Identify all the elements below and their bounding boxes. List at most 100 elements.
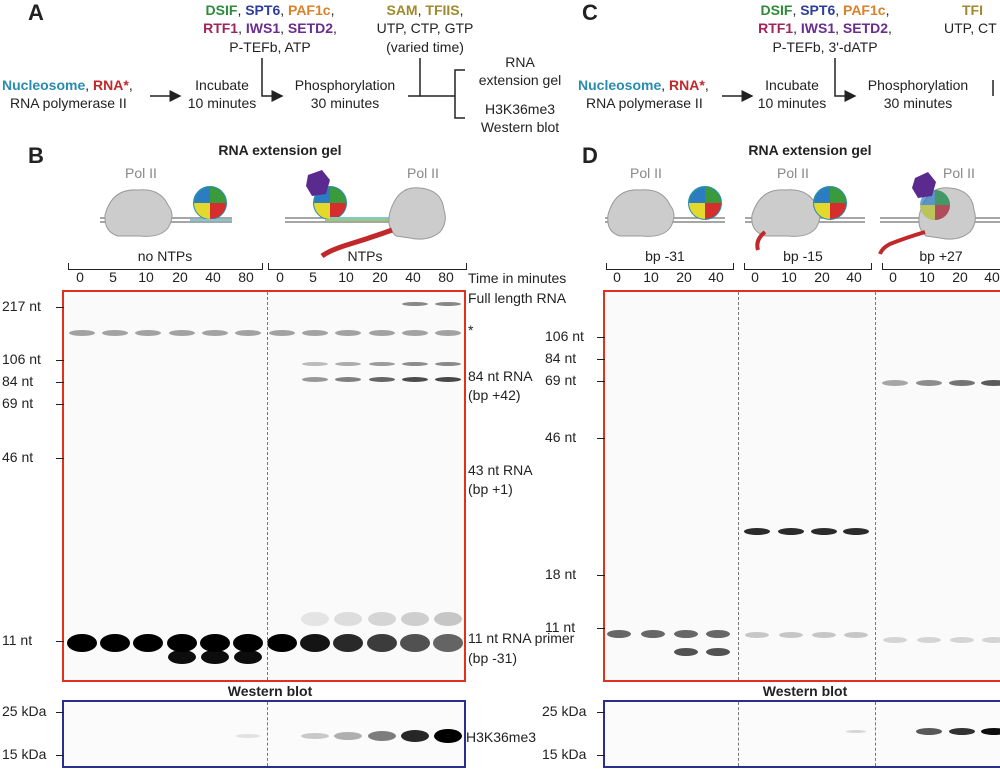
text-run: , <box>85 77 94 93</box>
gel-band <box>335 362 361 366</box>
time-label: 10 <box>643 269 659 285</box>
start-c-line2: RNA polymerase II <box>586 95 703 111</box>
text-run: , <box>333 20 337 36</box>
ntp-partial: UTP, CT <box>944 20 997 36</box>
text-run: SPT6 <box>800 2 836 18</box>
gel-band <box>234 650 262 664</box>
wb-d-tick-25 <box>597 712 605 713</box>
gel-band <box>69 330 95 336</box>
wb-band <box>236 734 260 738</box>
start-c-line1: Nucleosome, RNA*, <box>578 77 709 93</box>
gel-band <box>812 632 836 638</box>
text-run: , <box>330 2 335 18</box>
bracket-b2 <box>268 263 467 270</box>
wb-b-25kda: 25 kDa <box>2 703 47 719</box>
panel-label-a: A <box>28 0 44 25</box>
gel-band <box>333 634 363 652</box>
phos-a-2: 30 minutes <box>310 95 380 111</box>
gel-d-divider-1 <box>738 292 739 680</box>
marker-tick <box>597 438 605 439</box>
output-wb-1: H3K36me3 <box>484 101 556 117</box>
phos-c-1: Phosphorylation <box>867 77 969 93</box>
gel-band <box>674 648 698 656</box>
wb-d-tick-15 <box>597 755 605 756</box>
bracket-d1 <box>606 263 734 270</box>
marker-tick <box>597 628 605 629</box>
gel-title-d: RNA extension gel <box>748 142 872 158</box>
marker-tick <box>56 307 64 308</box>
time-label: 10 <box>338 269 354 285</box>
gel-band <box>302 330 328 336</box>
text-run: DSIF <box>205 2 238 18</box>
wb-title-d: Western blot <box>762 683 848 699</box>
varied-time: (varied time) <box>386 39 464 55</box>
wb-band <box>981 728 1000 735</box>
gel-band <box>133 634 163 652</box>
text-run: , <box>459 2 464 18</box>
gel-band <box>641 630 665 638</box>
flow-arrows-a <box>150 58 465 119</box>
gel-band <box>402 362 428 366</box>
size-marker: 69 nt <box>2 395 34 411</box>
phos-c-2: 30 minutes <box>883 95 953 111</box>
size-marker: 106 nt <box>545 328 584 344</box>
text-run: , <box>793 20 801 36</box>
gel-band <box>433 634 463 652</box>
gel-band <box>843 528 869 535</box>
text-run: SPT6 <box>245 2 281 18</box>
gel-band <box>335 330 361 336</box>
factors-c-line3: P-TEFb, 3'-dATP <box>772 39 878 55</box>
text-run: , <box>661 77 670 93</box>
schematic-b <box>100 170 446 259</box>
wb-b-15kda: 15 kDa <box>2 746 47 762</box>
wb-band <box>401 730 429 742</box>
size-marker: 46 nt <box>545 429 577 445</box>
output-wb-2: Western blot <box>480 119 560 135</box>
text-run: Nucleosome <box>2 77 86 93</box>
factors-c-line2: RTF1, IWS1, SETD2, <box>735 20 915 36</box>
size-marker: 18 nt <box>545 566 577 582</box>
gel-band <box>401 612 429 626</box>
gel-band <box>369 330 395 336</box>
time-label: 0 <box>751 269 759 285</box>
gel-b-divider <box>267 292 268 680</box>
time-label: 0 <box>613 269 621 285</box>
gel-band <box>674 630 698 638</box>
gel-band <box>844 632 868 638</box>
gel-band <box>706 630 730 638</box>
bracket-d2 <box>744 263 872 270</box>
gel-b <box>62 290 466 682</box>
label-43bp: (bp +1) <box>468 481 513 497</box>
time-label: 40 <box>205 269 221 285</box>
label-star: * <box>468 322 474 338</box>
pol-label-d3: Pol II <box>943 165 975 181</box>
wb-band <box>334 732 362 740</box>
size-marker: 46 nt <box>2 449 34 465</box>
wb-d-25kda: 25 kDa <box>542 703 587 719</box>
pol-label-b2: Pol II <box>407 165 439 181</box>
text-run: , <box>835 20 843 36</box>
gel-band <box>233 634 263 652</box>
gel-band <box>102 330 128 336</box>
gel-band <box>982 637 1000 643</box>
text-run: , <box>792 2 801 18</box>
gel-band <box>706 648 730 656</box>
wb-band <box>434 729 462 743</box>
ntp-line: UTP, CTP, GTP <box>376 20 474 36</box>
size-marker: 106 nt <box>2 351 41 367</box>
time-label: 20 <box>952 269 968 285</box>
gel-band <box>435 377 461 382</box>
gel-band <box>402 377 428 382</box>
time-label: 10 <box>919 269 935 285</box>
gel-band <box>435 362 461 366</box>
gel-band <box>269 330 295 336</box>
gel-band <box>200 634 230 652</box>
label-full-length: Full length RNA <box>468 290 567 306</box>
gel-band <box>202 330 228 336</box>
gel-band <box>167 634 197 652</box>
schematic-d <box>605 172 1000 255</box>
wb-band <box>368 731 396 741</box>
wb-b <box>62 700 466 768</box>
output-gel-1: RNA <box>505 54 535 70</box>
gel-band <box>402 330 428 336</box>
